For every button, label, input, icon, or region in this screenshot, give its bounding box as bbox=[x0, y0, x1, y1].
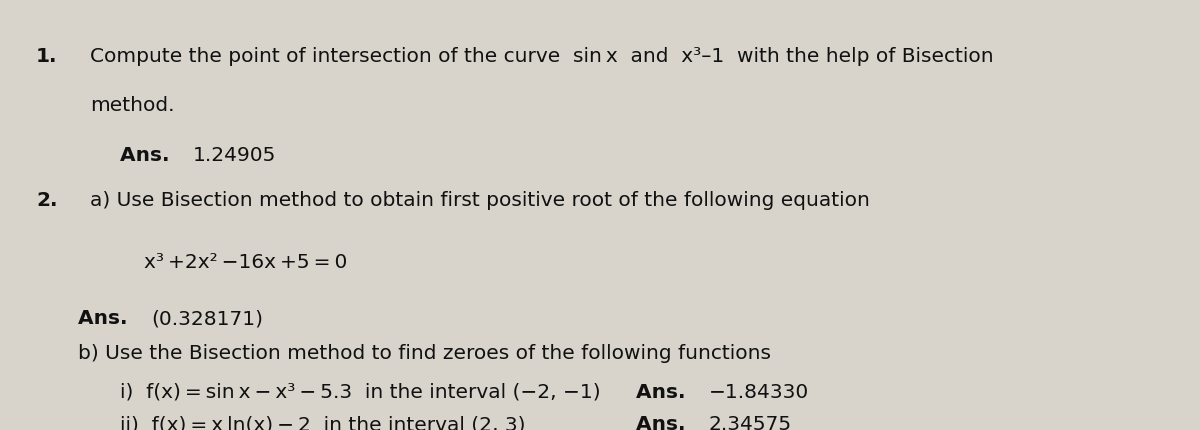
Text: Ans.: Ans. bbox=[636, 414, 692, 430]
Text: Compute the point of intersection of the curve  sin x  and  x³–1  with the help : Compute the point of intersection of the… bbox=[90, 46, 994, 65]
Text: −1.84330: −1.84330 bbox=[709, 382, 809, 401]
Text: (0.328171): (0.328171) bbox=[151, 309, 263, 328]
Text: 1.: 1. bbox=[36, 46, 58, 65]
Text: method.: method. bbox=[90, 96, 174, 115]
Text: i)  f(x) = sin x − x³ − 5.3  in the interval (−2, −1): i) f(x) = sin x − x³ − 5.3 in the interv… bbox=[120, 382, 601, 401]
Text: Ans.: Ans. bbox=[120, 145, 176, 164]
Text: ii)  f(x) = x ln(x) − 2  in the interval (2, 3): ii) f(x) = x ln(x) − 2 in the interval (… bbox=[120, 414, 526, 430]
Text: Ans.: Ans. bbox=[78, 309, 134, 328]
Text: 2.: 2. bbox=[36, 190, 58, 209]
Text: Ans.: Ans. bbox=[636, 382, 692, 401]
Text: x³ +2x² −16x +5 = 0: x³ +2x² −16x +5 = 0 bbox=[144, 253, 347, 272]
Text: a) Use Bisection method to obtain first positive root of the following equation: a) Use Bisection method to obtain first … bbox=[90, 190, 870, 209]
Text: 2.34575: 2.34575 bbox=[709, 414, 792, 430]
Text: 1.24905: 1.24905 bbox=[193, 145, 276, 164]
Text: b) Use the Bisection method to find zeroes of the following functions: b) Use the Bisection method to find zero… bbox=[78, 343, 772, 362]
